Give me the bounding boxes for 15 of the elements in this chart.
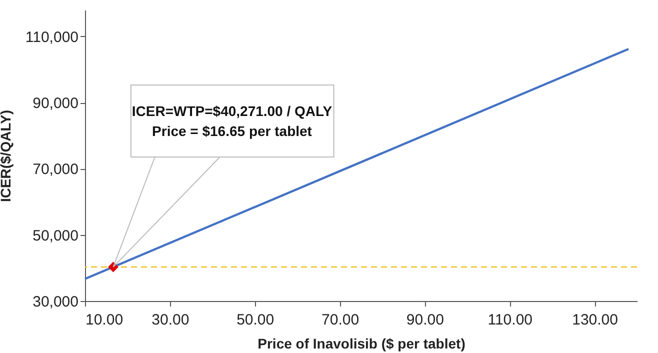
y-axis-title: ICER($/QALY)	[0, 110, 14, 202]
x-tick-label: 110.00	[488, 312, 532, 328]
x-tick-label: 70.00	[321, 312, 360, 328]
x-tick-label: 90.00	[406, 312, 444, 328]
x-tick-label: 50.00	[236, 312, 274, 328]
x-axis-title: Price of Inavolisib ($ per tablet)	[258, 336, 466, 352]
y-tick-label: 30,000	[32, 294, 78, 310]
y-tick-label: 70,000	[32, 161, 78, 178]
x-tick-label: 30.00	[152, 312, 190, 328]
annotation: ICER=WTP=$40,271.00 / QALY Price = $16.65 per tablet	[132, 103, 333, 139]
y-tick-label: 110,000	[25, 28, 78, 46]
y-tick-label: 50,000	[32, 227, 78, 244]
y-tick-label: 90,000	[32, 95, 78, 112]
x-tick-label: 10.00	[86, 312, 124, 328]
x-tick-label: 130.00	[572, 312, 618, 328]
